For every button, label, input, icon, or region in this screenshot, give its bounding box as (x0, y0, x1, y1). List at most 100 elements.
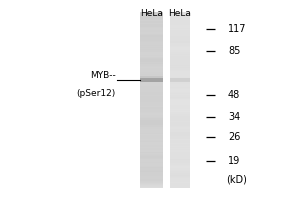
Bar (170, 97, 190, 98)
Bar (170, 156, 190, 157)
Bar (140, 76, 163, 78)
Bar (140, 52, 163, 53)
Bar (170, 41, 190, 42)
Bar (140, 141, 163, 142)
Bar (170, 166, 190, 167)
Bar (170, 29, 190, 30)
Bar (170, 116, 190, 117)
Bar (140, 93, 163, 94)
Bar (170, 65, 190, 66)
Bar (170, 41, 190, 42)
Bar (170, 30, 190, 31)
Bar (140, 116, 163, 117)
Bar (140, 74, 163, 75)
Bar (140, 160, 163, 161)
Bar (170, 115, 190, 116)
Bar (140, 101, 163, 102)
Bar (140, 61, 163, 62)
Bar (140, 181, 163, 182)
Bar (170, 21, 190, 22)
Bar (140, 26, 163, 27)
Bar (170, 32, 190, 33)
Bar (170, 78, 190, 82)
Bar (170, 183, 190, 184)
Bar (170, 176, 190, 177)
Bar (140, 62, 163, 63)
Bar (170, 174, 190, 175)
Bar (140, 147, 163, 148)
Bar (170, 105, 190, 106)
Bar (140, 101, 163, 102)
Bar (140, 127, 163, 128)
Bar (170, 33, 190, 34)
Bar (140, 86, 163, 87)
Bar (170, 148, 190, 149)
Bar (140, 143, 163, 144)
Bar (170, 30, 190, 31)
Bar (170, 121, 190, 122)
Bar (140, 15, 163, 16)
Bar (140, 82, 163, 83)
Bar (140, 80, 163, 81)
Bar (170, 102, 190, 103)
Bar (170, 56, 190, 57)
Bar (140, 76, 163, 77)
Bar (140, 113, 163, 114)
Bar (140, 12, 163, 13)
Bar (170, 101, 190, 102)
Bar (140, 132, 163, 133)
Bar (140, 137, 163, 138)
Bar (140, 105, 163, 106)
Bar (170, 148, 190, 149)
Bar (170, 71, 190, 72)
Bar (170, 16, 190, 17)
Bar (170, 59, 190, 60)
Bar (170, 150, 190, 151)
Bar (170, 73, 190, 74)
Bar (140, 49, 163, 50)
Bar (140, 91, 163, 92)
Bar (140, 186, 163, 187)
Bar (140, 173, 163, 174)
Bar (170, 172, 190, 173)
Bar (170, 167, 190, 168)
Bar (170, 28, 190, 29)
Bar (170, 155, 190, 156)
Bar (140, 33, 163, 34)
Bar (170, 107, 190, 108)
Bar (140, 123, 163, 124)
Bar (170, 13, 190, 14)
Bar (170, 168, 190, 169)
Bar (170, 152, 190, 153)
Bar (170, 60, 190, 61)
Bar (140, 119, 163, 120)
Bar (140, 66, 163, 67)
Bar (140, 176, 163, 177)
Bar (170, 62, 190, 63)
Bar (140, 169, 163, 170)
Bar (140, 185, 163, 186)
Bar (140, 88, 163, 89)
Bar (170, 110, 190, 111)
Bar (170, 129, 190, 130)
Bar (140, 44, 163, 45)
Bar (170, 175, 190, 176)
Bar (140, 116, 163, 117)
Bar (140, 19, 163, 20)
Bar (170, 151, 190, 152)
Bar (140, 38, 163, 39)
Bar (170, 147, 190, 148)
Bar (170, 51, 190, 52)
Text: (kD): (kD) (226, 174, 248, 184)
Bar (140, 183, 163, 184)
Bar (170, 176, 190, 177)
Bar (170, 81, 190, 82)
Bar (170, 177, 190, 178)
Bar (140, 156, 163, 157)
Bar (140, 80, 163, 81)
Bar (140, 85, 163, 86)
Bar (170, 144, 190, 145)
Bar (140, 139, 163, 140)
Bar (140, 110, 163, 111)
Bar (170, 162, 190, 163)
